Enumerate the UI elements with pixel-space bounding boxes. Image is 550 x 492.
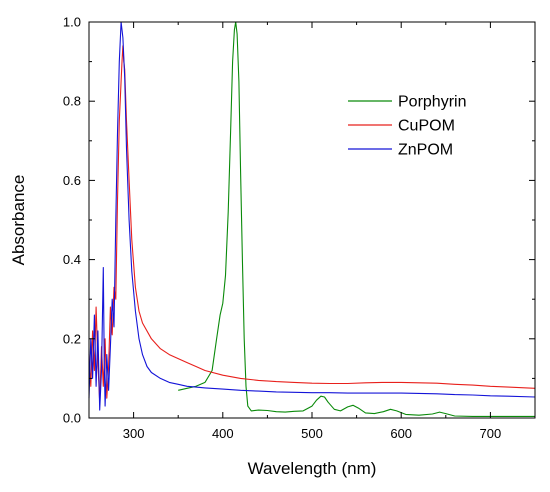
y-tick-label: 0.0 xyxy=(63,411,81,426)
x-tick-label: 500 xyxy=(301,426,323,441)
series-line-porphyrin xyxy=(178,21,535,417)
series-line-znpom xyxy=(88,21,536,411)
legend-label-porphyrin: Porphyrin xyxy=(398,94,466,111)
series-line-cupom xyxy=(88,45,536,403)
y-axis-title: Absorbance xyxy=(9,175,28,266)
y-tick-label: 0.4 xyxy=(63,252,81,267)
x-tick-label: 700 xyxy=(480,426,502,441)
x-tick-label: 300 xyxy=(123,426,145,441)
legend-label-znpom: ZnPOM xyxy=(398,142,453,159)
x-axis-title: Wavelength (nm) xyxy=(248,459,377,478)
y-tick-label: 0.2 xyxy=(63,331,81,346)
ticks-layer: 300 400 500 600 700 0.0 0.2 0.4 0.6 0.8 1.0 xyxy=(63,15,536,441)
legend: Porphyrin CuPOM ZnPOM xyxy=(348,94,466,159)
y-tick-label: 0.6 xyxy=(63,173,81,188)
x-tick-label: 400 xyxy=(212,426,234,441)
y-tick-label: 0.8 xyxy=(63,94,81,109)
series-layer xyxy=(88,21,536,417)
y-tick-label: 1.0 xyxy=(63,15,81,30)
legend-label-cupom: CuPOM xyxy=(398,118,455,135)
x-tick-label: 600 xyxy=(390,426,412,441)
